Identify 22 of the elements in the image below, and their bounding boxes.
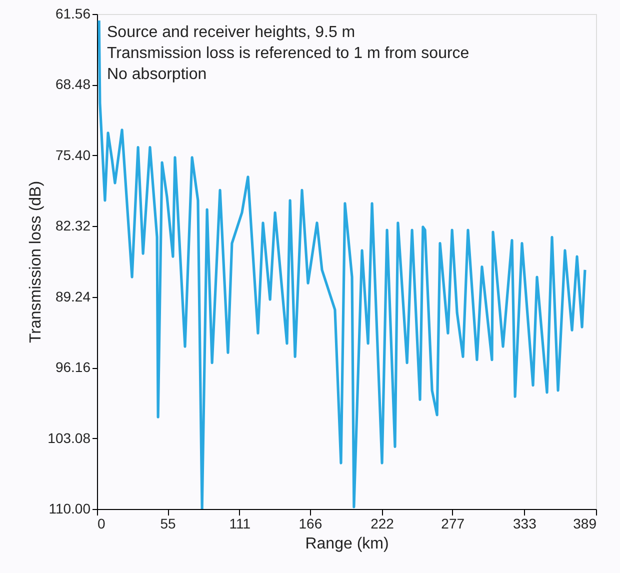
x-tick-label: 166 — [298, 516, 322, 532]
annotation: No absorption — [107, 66, 207, 83]
y-tick-label: 103.08 — [48, 430, 91, 446]
y-tick-label: 75.40 — [55, 146, 91, 163]
y-tick-label: 68.48 — [55, 76, 91, 92]
x-tick-label: 277 — [441, 516, 465, 532]
annotation: Source and receiver heights, 9.5 m — [107, 24, 356, 41]
y-axis-title: Transmission loss (dB) — [28, 180, 45, 344]
x-tick-label: 0 — [98, 516, 106, 532]
x-axis-title: Range (km) — [305, 536, 389, 552]
y-tick-label: 96.16 — [55, 359, 91, 376]
x-tick-label: 222 — [370, 516, 394, 532]
y-tick-label: 82.32 — [55, 218, 91, 234]
line-series — [98, 19, 586, 509]
annotation: Transmission loss is referenced to 1 m from source — [107, 45, 470, 62]
x-tick-label: 55 — [160, 516, 176, 532]
y-tick-label: 110.00 — [48, 500, 91, 516]
x-tick-label: 389 — [573, 516, 597, 532]
x-tick-label: 111 — [229, 516, 251, 532]
y-tick-label: 89.24 — [55, 288, 91, 304]
x-tick-label: 333 — [512, 516, 537, 532]
y-tick-label: 61.56 — [55, 6, 91, 22]
